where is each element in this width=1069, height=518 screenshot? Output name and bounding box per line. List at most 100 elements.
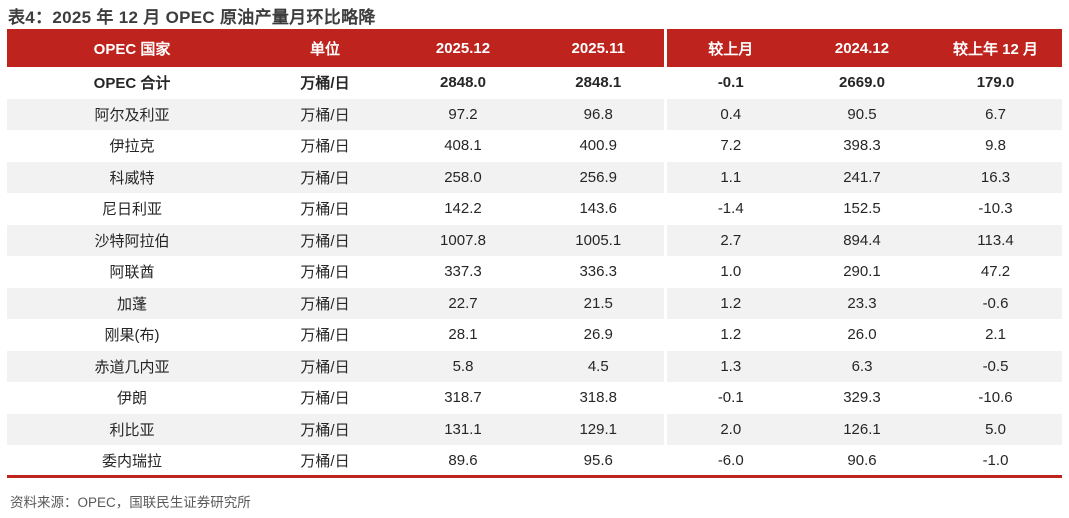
cell-unit: 万桶/日 — [300, 138, 350, 156]
cell-2025-11: 4.5 — [587, 357, 609, 375]
cell-yoy-change: 9.8 — [985, 137, 1006, 155]
cell-country: 伊朗 — [116, 390, 147, 408]
cell-unit: 万桶/日 — [257, 445, 393, 478]
cell-2024-12: 90.6 — [795, 445, 929, 478]
cell-yoy-change: -10.6 — [978, 389, 1013, 407]
cell-2025-12: 142.2 — [444, 200, 482, 218]
cell-2025-11: 2848.1 — [575, 74, 622, 92]
cell-yoy-change: -10.3 — [978, 200, 1013, 218]
cell-2025-12: 5.8 — [452, 357, 474, 375]
cell-unit: 万桶/日 — [300, 201, 350, 219]
cell-2025-11: 256.9 — [579, 168, 618, 186]
cell-unit: 万桶/日 — [300, 169, 350, 187]
table-row: 阿尔及利亚 万桶/日 97.2 96.8 0.4 90.5 6.7 — [7, 98, 1062, 130]
cell-mom-change: 0.4 — [663, 98, 795, 130]
cell-2024-12: 6.3 — [851, 357, 873, 375]
cell-2025-12: 89.6 — [393, 445, 533, 478]
cell-mom-change: 2.7 — [663, 224, 795, 256]
cell-2025-11: 26.9 — [583, 326, 613, 344]
table-row: 尼日利亚 万桶/日 142.2 143.6 -1.4 152.5 -10.3 — [7, 193, 1062, 225]
cell-unit: 万桶/日 — [300, 232, 350, 250]
cell-2025-11: 336.3 — [579, 263, 618, 281]
cell-country: 阿尔及利亚 — [94, 106, 170, 124]
cell-2024-12: 90.5 — [847, 105, 877, 123]
cell-yoy-change: -0.5 — [982, 357, 1009, 375]
cell-mom-change: -0.1 — [663, 382, 795, 414]
page-title: 表4：2025 年 12 月 OPEC 原油产量月环比略降 — [8, 8, 376, 27]
table-row: OPEC 合计 万桶/日 2848.0 2848.1 -0.1 2669.0 1… — [7, 67, 1062, 99]
cell-2024-12: 894.4 — [843, 231, 881, 249]
cell-2024-12: 152.5 — [843, 200, 881, 218]
cell-unit: 万桶/日 — [300, 390, 350, 408]
table-body: OPEC 合计 万桶/日 2848.0 2848.1 -0.1 2669.0 1… — [7, 67, 1062, 478]
cell-mom-change: -1.4 — [663, 193, 795, 225]
cell-country: 科威特 — [109, 169, 155, 187]
column-header-2024-12: 2024.12 — [795, 29, 929, 67]
cell-yoy-change: 179.0 — [976, 74, 1015, 92]
cell-2025-12: 337.3 — [444, 263, 482, 281]
cell-country: 刚果(布) — [104, 327, 160, 345]
table-row: 科威特 万桶/日 258.0 256.9 1.1 241.7 16.3 — [7, 161, 1062, 193]
cell-unit: 万桶/日 — [300, 358, 350, 376]
cell-2025-12: 97.2 — [448, 105, 478, 123]
cell-unit: 万桶/日 — [300, 106, 350, 124]
cell-yoy-change: 2.1 — [985, 326, 1006, 344]
cell-country: 赤道几内亚 — [94, 358, 170, 376]
table-row: 阿联酋 万桶/日 337.3 336.3 1.0 290.1 47.2 — [7, 256, 1062, 288]
cell-country: 委内瑞拉 — [7, 445, 257, 478]
cell-2025-12: 1007.8 — [440, 231, 486, 249]
cell-2025-11: 400.9 — [579, 137, 618, 155]
cell-2024-12: 26.0 — [847, 326, 877, 344]
cell-yoy-change: 6.7 — [985, 105, 1006, 123]
table-row: 加蓬 万桶/日 22.7 21.5 1.2 23.3 -0.6 — [7, 287, 1062, 319]
cell-mom-change: -0.1 — [663, 67, 795, 99]
cell-mom-change: 1.0 — [663, 256, 795, 288]
cell-yoy-change: 113.4 — [977, 231, 1014, 249]
table-row: 沙特阿拉伯 万桶/日 1007.8 1005.1 2.7 894.4 113.4 — [7, 224, 1062, 256]
cell-country: 伊拉克 — [109, 138, 155, 156]
table-header: OPEC 国家 单位 2025.12 2025.11 较上月 2024.12 较… — [7, 29, 1062, 67]
cell-mom-change: 1.3 — [663, 350, 795, 382]
cell-unit: 万桶/日 — [300, 75, 350, 93]
cell-country: 利比亚 — [109, 421, 155, 439]
cell-2024-12: 126.1 — [843, 420, 881, 438]
cell-unit: 万桶/日 — [300, 295, 350, 313]
cell-mom-change: 7.2 — [663, 130, 795, 162]
cell-2025-12: 258.0 — [444, 168, 482, 186]
cell-2024-12: 398.3 — [843, 137, 881, 155]
cell-mom-change: 1.1 — [663, 161, 795, 193]
cell-2025-12: 408.1 — [444, 137, 482, 155]
cell-unit: 万桶/日 — [300, 327, 350, 345]
cell-2024-12: 290.1 — [843, 263, 881, 281]
cell-yoy-change: 16.3 — [980, 168, 1011, 186]
cell-2025-11: 96.8 — [583, 105, 613, 123]
table-row: 利比亚 万桶/日 131.1 129.1 2.0 126.1 5.0 — [7, 413, 1062, 445]
cell-2025-11: 95.6 — [533, 445, 665, 478]
cell-mom-change: -6.0 — [663, 445, 795, 478]
cell-2025-11: 318.8 — [579, 389, 618, 407]
cell-yoy-change: -0.6 — [982, 294, 1009, 312]
cell-2025-12: 318.7 — [444, 389, 482, 407]
column-header-country: OPEC 国家 — [7, 29, 257, 67]
table-row: 赤道几内亚 万桶/日 5.8 4.5 1.3 6.3 -0.5 — [7, 350, 1062, 382]
cell-2024-12: 241.7 — [843, 168, 881, 186]
cell-country: 加蓬 — [116, 295, 147, 313]
column-header-yoy-change: 较上年 12 月 — [929, 29, 1062, 67]
table-row: 委内瑞拉 万桶/日 89.6 95.6 -6.0 90.6 -1.0 — [7, 445, 1062, 478]
cell-2024-12: 23.3 — [847, 294, 877, 312]
opec-production-table: OPEC 国家 单位 2025.12 2025.11 较上月 2024.12 较… — [7, 29, 1062, 478]
header-row: OPEC 国家 单位 2025.12 2025.11 较上月 2024.12 较… — [7, 29, 1062, 67]
cell-mom-change: 2.0 — [663, 413, 795, 445]
cell-country: OPEC 合计 — [93, 75, 171, 93]
table-row: 刚果(布) 万桶/日 28.1 26.9 1.2 26.0 2.1 — [7, 319, 1062, 351]
column-header-unit: 单位 — [257, 29, 393, 67]
cell-country: 沙特阿拉伯 — [94, 232, 170, 250]
cell-country: 阿联酋 — [109, 264, 155, 282]
cell-country: 尼日利亚 — [101, 201, 162, 219]
cell-2025-11: 129.1 — [579, 420, 618, 438]
cell-unit: 万桶/日 — [300, 264, 350, 282]
source-note: 资料来源：OPEC，国联民生证券研究所 — [10, 495, 251, 510]
table-row: 伊拉克 万桶/日 408.1 400.9 7.2 398.3 9.8 — [7, 130, 1062, 162]
cell-yoy-change: -1.0 — [929, 445, 1062, 478]
cell-2025-11: 1005.1 — [575, 231, 622, 249]
